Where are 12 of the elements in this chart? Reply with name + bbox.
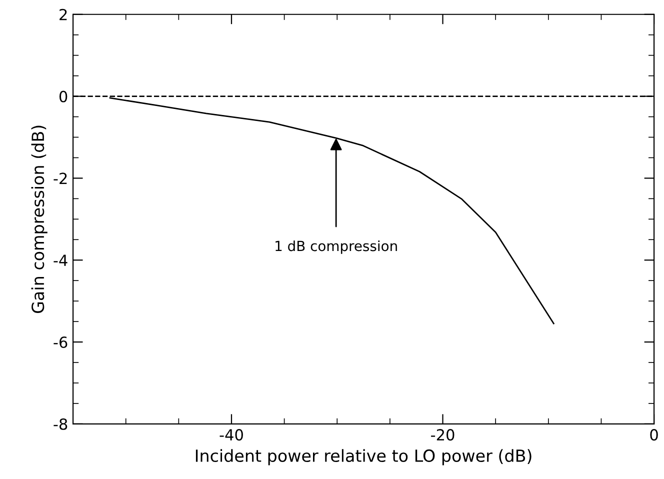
y-tick-label: -2	[54, 172, 67, 184]
x-tick-label: -40	[220, 429, 243, 441]
x-tick-label: 0	[650, 429, 658, 441]
x-axis-title: Incident power relative to LO power (dB)	[196, 449, 532, 466]
y-tick-label: 2	[60, 8, 67, 20]
x-tick-label: -20	[431, 429, 454, 441]
annotation: 1 dB compression	[276, 240, 397, 254]
y-tick-label: -4	[54, 254, 68, 266]
y-axis-title: Gain compression (dB)	[31, 126, 48, 314]
y-tick-label: 0	[59, 90, 68, 102]
y-tick-label: -6	[54, 336, 68, 348]
y-tick-label: -8	[54, 418, 68, 430]
